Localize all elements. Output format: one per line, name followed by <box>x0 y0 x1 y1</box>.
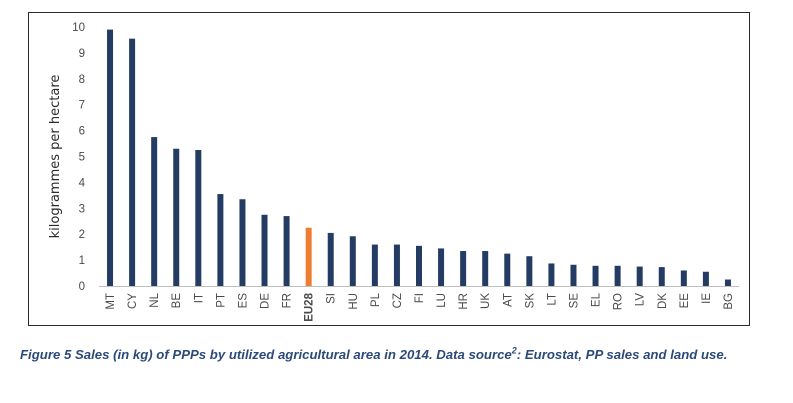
bar-si <box>327 232 334 286</box>
x-tick-label-it: IT <box>193 293 205 303</box>
y-tick-label: 0 <box>79 281 85 293</box>
x-tick-label-cz: CZ <box>392 293 404 308</box>
x-tick-label-cy: CY <box>127 293 139 309</box>
bar-hr <box>460 251 467 286</box>
x-tick-label-hr: HR <box>458 293 470 310</box>
bar-pl <box>371 244 378 286</box>
bar-fi <box>416 245 422 286</box>
bar-es <box>239 199 246 286</box>
x-tick-label-ro: RO <box>613 293 625 310</box>
bar-lv <box>636 266 643 286</box>
bar-fr <box>283 216 290 286</box>
x-tick-label-dk: DK <box>657 293 669 309</box>
caption-text-after: : Eurostat, PP sales and land use. <box>516 347 728 362</box>
bar-cy <box>129 38 136 286</box>
x-tick-label-ie: IE <box>701 293 713 304</box>
bar-eu28 <box>305 227 312 286</box>
bar-ie <box>702 271 709 286</box>
x-tick-label-at: AT <box>502 293 514 307</box>
chart-frame: 0 1 2 3 4 5 6 7 8 9 10 MT CY NL BE IT PT ES DE FR EU28 SI HU P… <box>28 12 750 326</box>
figure-caption: Figure 5 Sales (in kg) of PPPs by utiliz… <box>20 345 785 364</box>
x-tick-label-mt: MT <box>105 293 117 310</box>
x-tick-label-fi: FI <box>414 293 426 303</box>
bar-uk <box>482 251 489 286</box>
x-tick-label-eu28: EU28 <box>304 292 316 321</box>
x-tick-label-lt: LT <box>546 293 558 306</box>
x-tick-label-lv: LV <box>635 293 647 307</box>
caption-superscript: 2 <box>511 345 517 356</box>
y-tick-label: 10 <box>72 22 85 34</box>
y-tick-label: 9 <box>79 48 85 60</box>
x-tick-label-hu: HU <box>348 293 360 310</box>
y-axis: 0 1 2 3 4 5 6 7 8 9 10 <box>72 22 85 293</box>
caption-text: Figure 5 Sales (in kg) of PPPs by utiliz… <box>20 347 512 362</box>
bar-ro <box>614 265 621 286</box>
bar-it <box>195 150 202 286</box>
y-tick-label: 4 <box>79 177 86 189</box>
x-tick-label-se: SE <box>568 293 580 309</box>
x-tick-label-el: EL <box>591 292 603 307</box>
bar-at <box>504 253 511 286</box>
x-tick-label-nl: NL <box>149 292 161 307</box>
x-axis-labels: MT CY NL BE IT PT ES DE FR EU28 SI HU PL CZ FI LU HR UK AT… <box>105 292 735 321</box>
bar-bg <box>724 279 731 286</box>
bar-ee <box>680 270 687 286</box>
x-tick-label-be: BE <box>171 293 183 309</box>
bar-lu <box>438 248 445 286</box>
x-tick-label-pl: PL <box>370 292 382 307</box>
bar-hu <box>349 236 356 286</box>
bar-be <box>173 148 180 286</box>
y-tick-label: 3 <box>79 203 85 215</box>
bar-pt <box>217 194 224 286</box>
bar-el <box>592 265 599 286</box>
bar-cz <box>393 244 400 286</box>
y-tick-label: 7 <box>79 100 85 112</box>
y-tick-label: 8 <box>79 74 85 86</box>
x-tick-label-sk: SK <box>524 293 536 309</box>
y-tick-label: 5 <box>79 152 85 164</box>
bar-sk <box>526 256 533 286</box>
x-tick-label-es: ES <box>237 293 249 309</box>
bar-dk <box>658 267 665 286</box>
x-tick-label-fr: FR <box>282 293 294 308</box>
x-tick-label-bg: BG <box>723 293 735 310</box>
bar-lt <box>548 263 555 286</box>
x-tick-label-lu: LU <box>436 293 448 308</box>
x-tick-label-si: SI <box>326 293 338 304</box>
x-tick-label-pt: PT <box>215 293 227 308</box>
x-tick-label-de: DE <box>260 293 272 309</box>
x-tick-label-uk: UK <box>480 293 492 309</box>
y-axis-title: kilogrammes per hectare <box>48 75 63 239</box>
bar-se <box>570 264 577 286</box>
bar-chart: 0 1 2 3 4 5 6 7 8 9 10 MT CY NL BE IT PT ES DE FR EU28 SI HU P… <box>48 22 739 322</box>
y-tick-label: 2 <box>79 229 85 241</box>
x-tick-label-ee: EE <box>679 293 691 309</box>
bars <box>107 29 731 287</box>
y-tick-label: 6 <box>79 126 85 138</box>
bar-de <box>261 214 268 286</box>
bar-mt <box>107 29 114 287</box>
y-tick-label: 1 <box>79 255 85 267</box>
bar-nl <box>151 137 158 286</box>
